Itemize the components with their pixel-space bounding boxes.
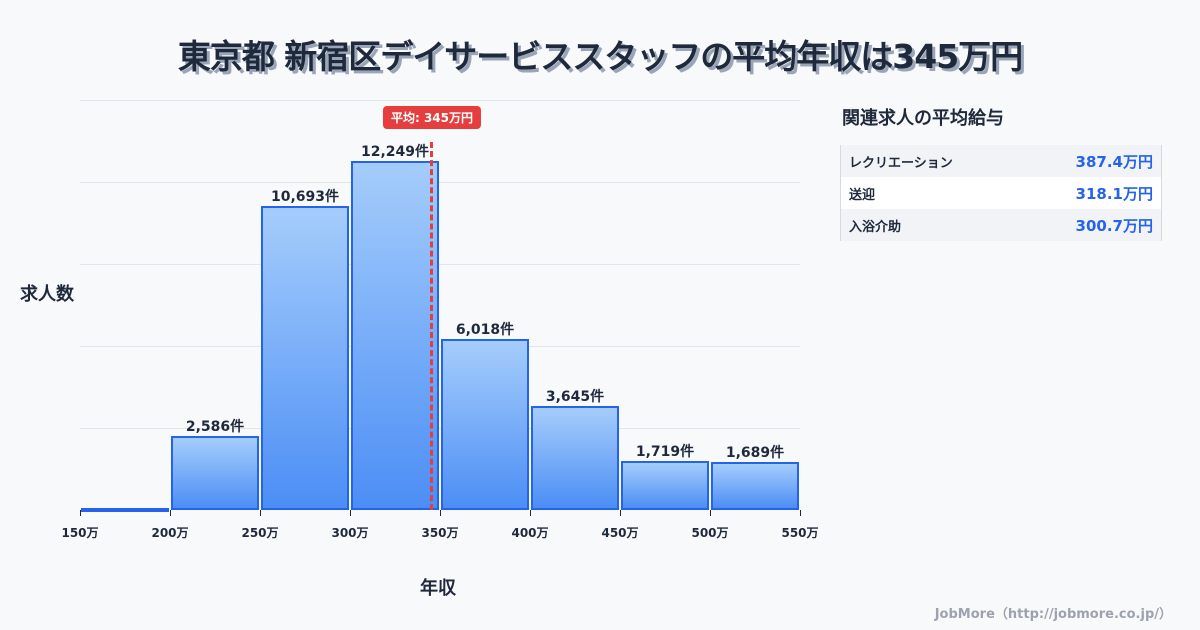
x-tick-label: 250万 [241,526,279,540]
histogram-bar [711,462,799,510]
histogram-bar [261,206,349,510]
histogram-bar [621,461,709,510]
source-credit: JobMore（http://jobmore.co.jp/） [934,607,1172,622]
x-tick-label: 450万 [601,526,639,540]
related-job-name: レクリエーション [849,155,953,171]
bar-value-label: 6,018件 [455,322,515,338]
gridline [80,100,800,101]
gridline [80,182,800,183]
related-job-name: 送迎 [849,187,876,203]
bar-value-label: 3,645件 [545,389,605,405]
bar-value-label: 12,249件 [360,144,430,160]
x-tick [530,510,531,516]
related-row[interactable]: レクリエーション 387.4万円 [841,145,1161,177]
bar-value-label: 2,586件 [185,419,245,435]
x-tick [170,510,171,516]
related-row[interactable]: 入浴介助 300.7万円 [841,209,1161,241]
average-badge: 平均: 345万円 [382,106,482,129]
x-tick [440,510,441,516]
x-tick [260,510,261,516]
histogram-bar [441,339,529,510]
histogram-bar [81,508,169,512]
related-job-salary: 318.1万円 [1075,184,1153,203]
x-tick [620,510,621,516]
related-salary-title: 関連求人の平均給与 [842,108,1004,129]
x-tick-label: 500万 [691,526,729,540]
x-tick-label: 200万 [151,526,189,540]
gridline [80,264,800,265]
bar-value-label: 1,719件 [635,444,695,460]
y-axis-label: 求人数 [20,284,74,305]
histogram-plot: 2,586件 10,693件 12,249件 6,018件 3,645件 1,719件 1,… [61,100,819,540]
x-tick [80,510,81,516]
gridline [80,346,800,347]
bar-value-label: 10,693件 [270,189,340,205]
x-tick [350,510,351,516]
related-job-name: 入浴介助 [849,219,902,235]
x-tick [800,510,801,516]
x-tick-label: 150万 [61,526,99,540]
average-line [430,142,433,510]
page-title: 東京都 新宿区デイサービススタッフの平均年収は345万円 [177,37,1023,76]
x-axis-label: 年収 [420,578,456,599]
x-tick [710,510,711,516]
x-tick-label: 400万 [511,526,549,540]
x-tick-label: 350万 [421,526,459,540]
related-row[interactable]: 送迎 318.1万円 [841,177,1161,209]
histogram-bar [171,436,259,510]
x-tick-label: 300万 [331,526,369,540]
histogram-bar [531,406,619,510]
related-salary-table: レクリエーション 387.4万円 送迎 318.1万円 入浴介助 300.7万円 [840,145,1162,241]
gridline [80,428,800,429]
related-job-salary: 300.7万円 [1075,216,1153,235]
x-tick-label: 550万 [781,526,819,540]
histogram-bar [351,161,439,510]
related-job-salary: 387.4万円 [1075,152,1153,171]
bar-value-label: 1,689件 [725,445,785,461]
